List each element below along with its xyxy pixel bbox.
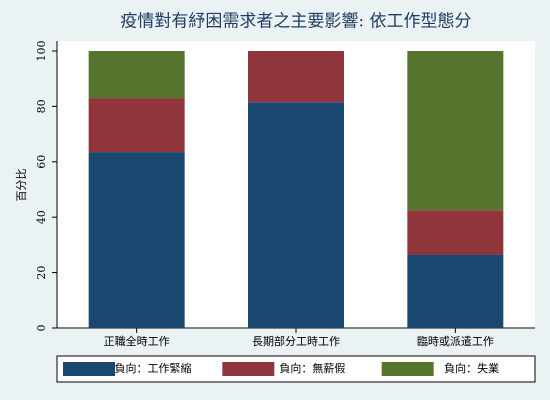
- legend-label: 負向：工作緊縮: [115, 361, 192, 375]
- bar-segment: [88, 152, 185, 328]
- y-tick-label: 20: [35, 266, 48, 280]
- bar-segment: [248, 102, 344, 329]
- x-tick-label: 正職全時工作: [104, 334, 170, 348]
- bar-segment: [407, 210, 504, 255]
- y-tick-label: 100: [35, 41, 48, 62]
- y-axis-label: 百分比: [15, 169, 28, 202]
- bar-segment: [88, 98, 185, 153]
- legend-swatch: [381, 362, 434, 376]
- bar-segment: [88, 51, 185, 99]
- bar-segment: [407, 254, 504, 328]
- bar-segment: [248, 51, 344, 103]
- bar-segment: [407, 51, 504, 211]
- legend-swatch: [63, 362, 115, 376]
- y-tick-label: 0: [35, 325, 48, 332]
- legend-swatch: [222, 362, 275, 376]
- legend-label: 負向：無薪假: [279, 361, 345, 375]
- legend: [56, 355, 536, 383]
- chart-title: 疫情對有紓困需求者之主要影響: 依工作型態分: [120, 12, 471, 32]
- y-tick-label: 40: [35, 210, 48, 224]
- y-tick-label: 80: [35, 99, 48, 113]
- y-tick-label: 60: [35, 155, 48, 169]
- legend-label: 負向：失業: [444, 361, 499, 375]
- x-tick-label: 臨時或派遣工作: [417, 334, 494, 348]
- x-tick-label: 長期部分工時工作: [252, 334, 340, 348]
